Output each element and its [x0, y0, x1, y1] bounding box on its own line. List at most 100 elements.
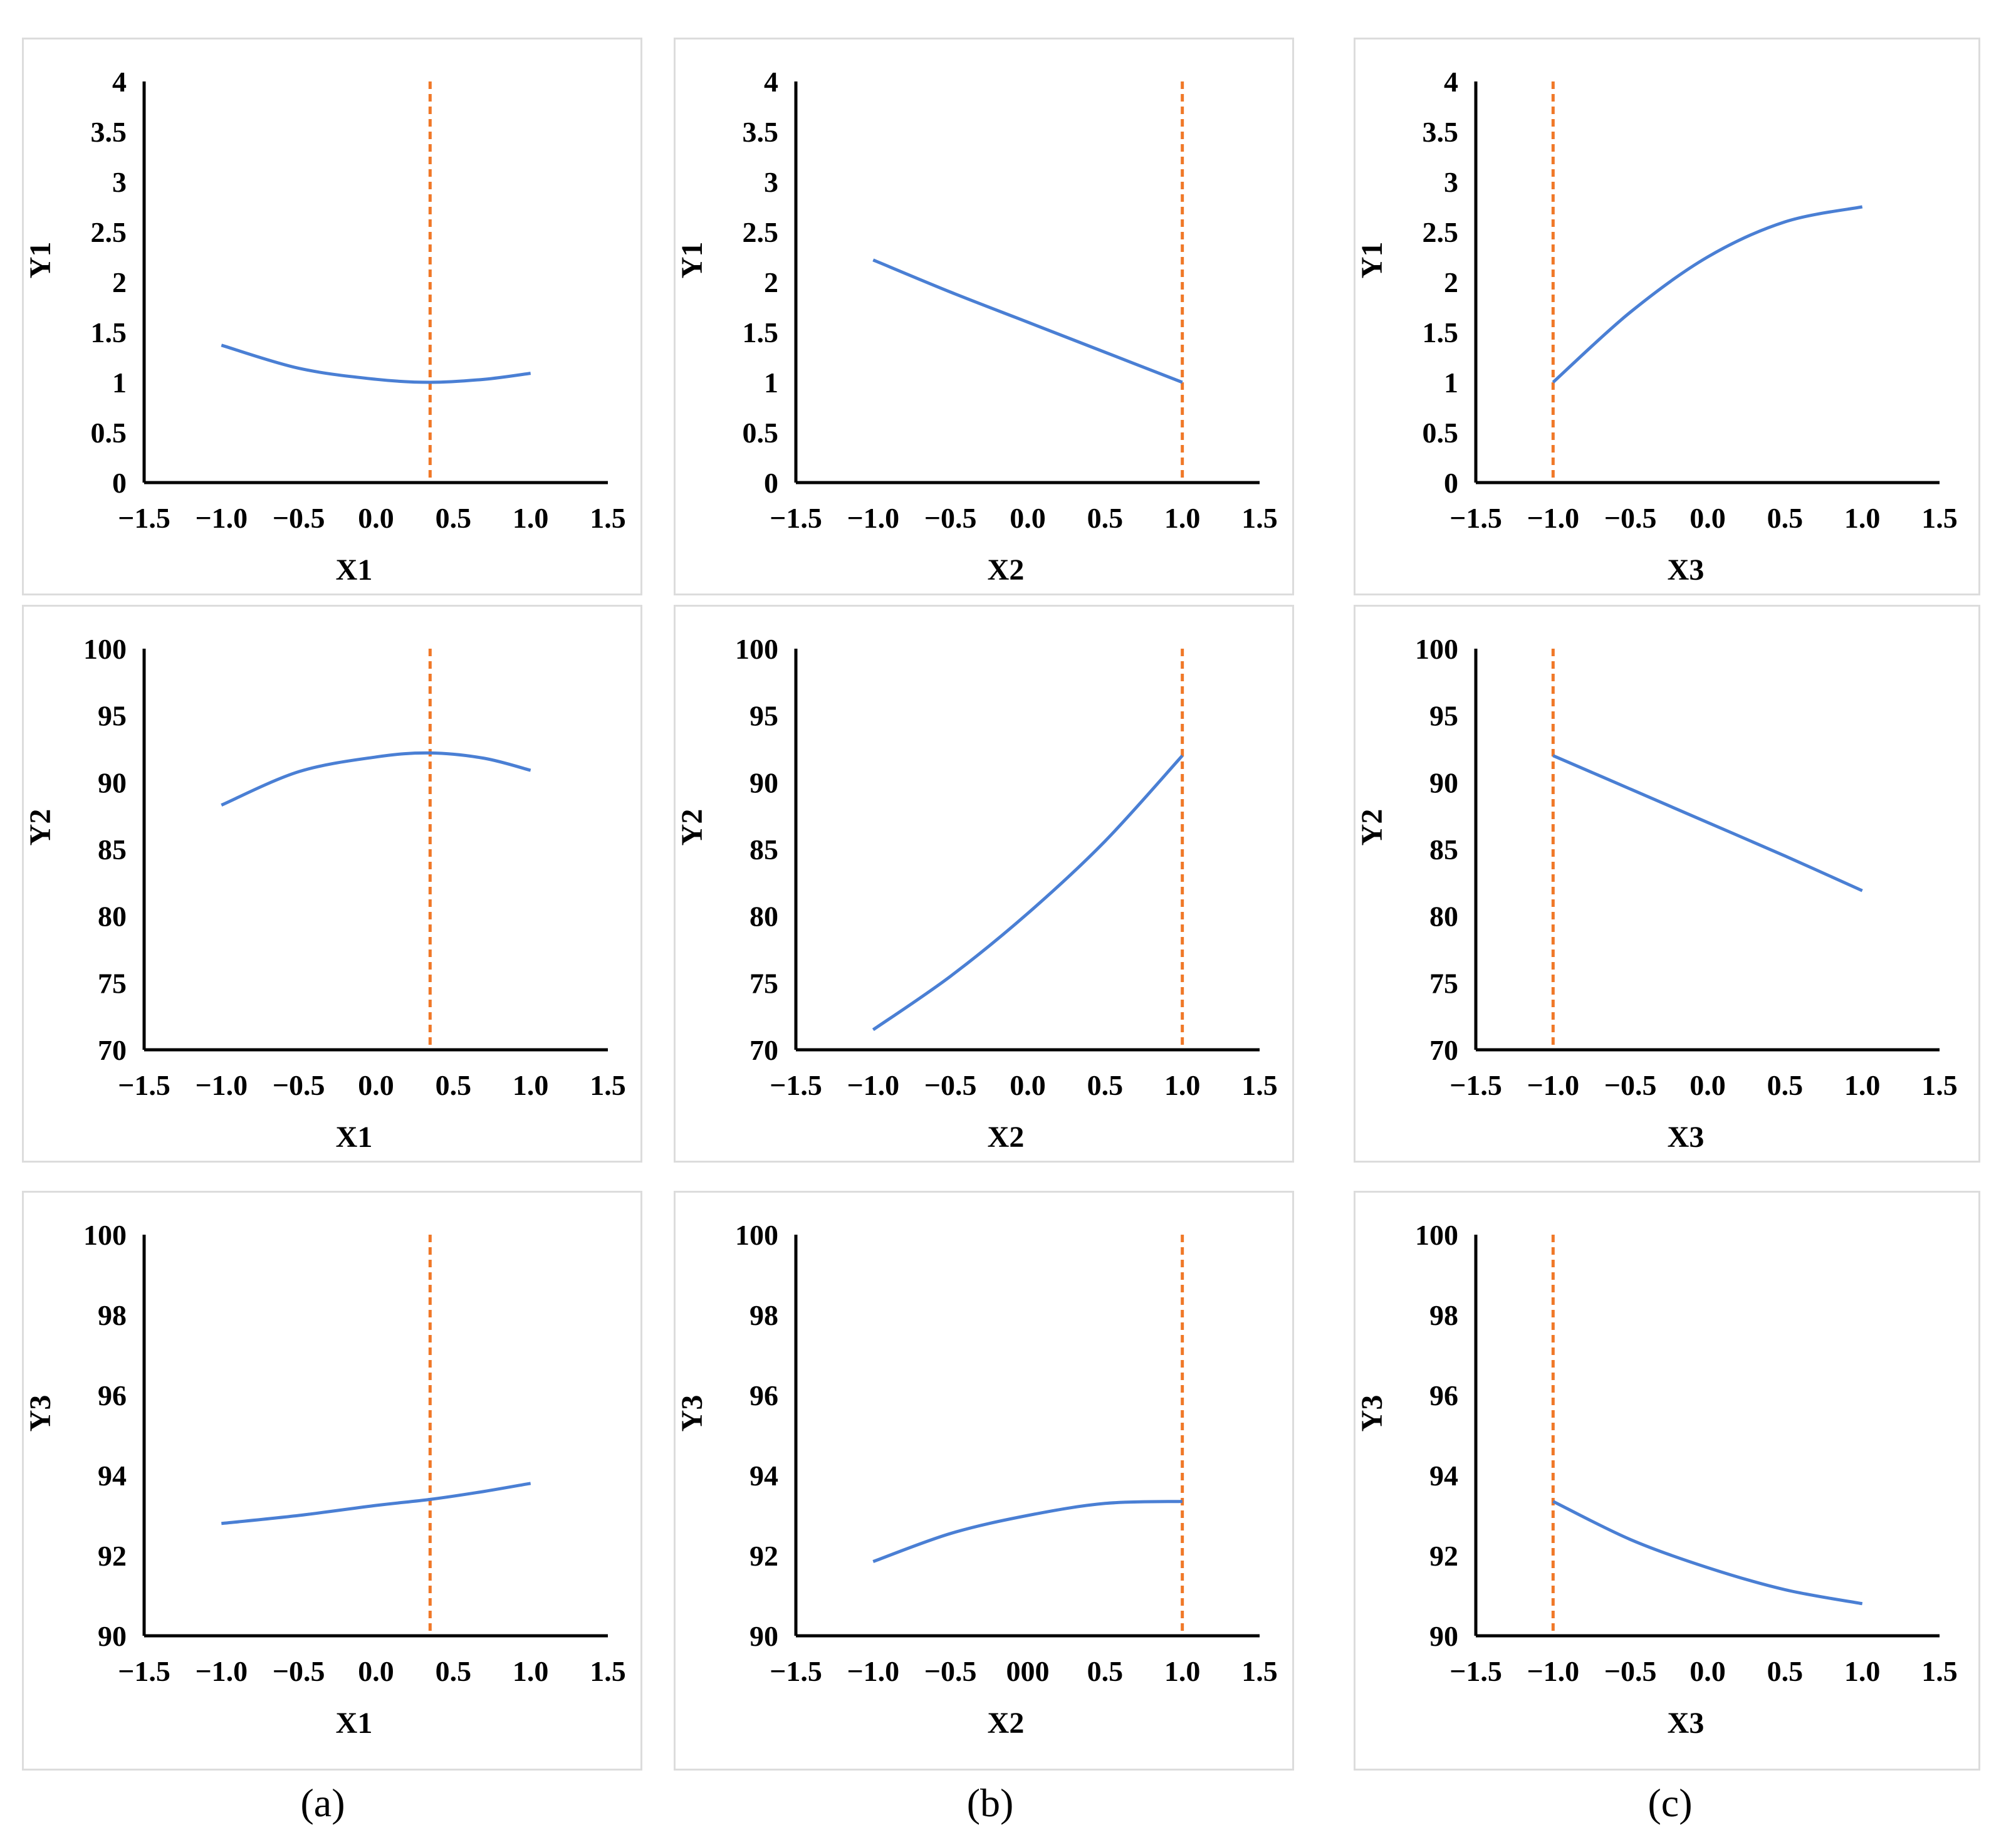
response-curve: [221, 1482, 531, 1525]
y-tick-label: 96: [749, 1379, 778, 1411]
y-tick-label: 3: [1444, 166, 1458, 198]
response-curve: [1552, 205, 1863, 384]
panel-frame-y1-x1: [22, 38, 642, 595]
x-tick-label: 0.0: [1690, 502, 1726, 534]
x-tick-label: 1.5: [1241, 502, 1278, 534]
y-tick-label: 1.5: [1423, 317, 1459, 348]
x-axis-label: X1: [336, 553, 373, 587]
y-tick-label: 2: [112, 266, 127, 298]
y-tick-label: 100: [735, 1219, 778, 1251]
x-tick-label: −1.5: [118, 1655, 170, 1687]
x-tick-label: −0.5: [924, 1655, 977, 1687]
x-tick-label: −1.0: [1527, 1069, 1579, 1101]
x-tick-label: −1.5: [1449, 502, 1502, 534]
x-tick-label: −1.5: [770, 1069, 822, 1101]
x-tick-label: −1.5: [118, 1069, 170, 1101]
y-tick-label: 2.5: [1423, 216, 1459, 248]
x-tick-label: −0.5: [1604, 1069, 1657, 1101]
x-tick-label: −0.5: [273, 1655, 325, 1687]
x-tick-label: 0.5: [1087, 502, 1124, 534]
x-tick-label: 0.5: [436, 1655, 472, 1687]
y-tick-label: 0: [1444, 467, 1458, 499]
x-tick-label: 1.0: [513, 1655, 549, 1687]
caption-c: (c): [1648, 1781, 1693, 1825]
y-tick-label: 90: [98, 767, 127, 798]
y-tick-label: 1: [1444, 367, 1458, 399]
y-tick-label: 85: [1429, 834, 1458, 866]
y-tick-label: 90: [749, 1620, 778, 1652]
panel-frame-y1-x2: [674, 38, 1294, 595]
y-axis-label: Y3: [25, 1395, 57, 1432]
y-tick-label: 1.5: [91, 317, 127, 348]
x-tick-label: 1.5: [590, 1069, 626, 1101]
x-axis-label: X2: [988, 1707, 1025, 1740]
x-tick-label: −1.0: [1527, 502, 1579, 534]
x-tick-label: −1.0: [195, 502, 248, 534]
y-tick-label: 0.5: [91, 417, 127, 449]
x-tick-label: −1.5: [770, 502, 822, 534]
x-tick-label: 1.5: [1921, 1655, 1958, 1687]
y-tick-label: 96: [98, 1379, 127, 1411]
y-tick-label: 90: [98, 1620, 127, 1652]
y-tick-label: 100: [83, 1219, 127, 1251]
y-tick-label: 98: [749, 1299, 778, 1331]
x-tick-label: 1.0: [1844, 1069, 1881, 1101]
x-tick-label: −0.5: [273, 502, 325, 534]
y-tick-label: 90: [1429, 1620, 1458, 1652]
x-tick-label: 0.0: [1690, 1069, 1726, 1101]
x-tick-label: 0.5: [1767, 502, 1804, 534]
y-tick-label: 4: [112, 66, 127, 98]
y-tick-label: 80: [98, 901, 127, 933]
y-axis-label: Y1: [677, 242, 709, 279]
caption-b: (b): [966, 1781, 1014, 1825]
x-tick-label: 1.5: [1241, 1069, 1278, 1101]
x-axis-label: X3: [1668, 1707, 1705, 1740]
response-curve: [872, 755, 1184, 1032]
x-axis-label: X2: [988, 1121, 1025, 1154]
y-axis-label: Y1: [25, 242, 57, 279]
x-tick-label: 0.5: [1767, 1655, 1804, 1687]
x-tick-label: 1.0: [1164, 502, 1201, 534]
x-tick-label: −1.5: [1449, 1655, 1502, 1687]
response-curve: [221, 343, 531, 384]
y-tick-label: 100: [1415, 633, 1458, 665]
y-tick-label: 90: [1429, 767, 1458, 798]
panel-frame-y2-x3: [1354, 605, 1980, 1163]
x-tick-label: −0.5: [924, 1069, 977, 1101]
y-axis-label: Y2: [677, 809, 709, 846]
x-tick-label: 1.5: [590, 1655, 626, 1687]
x-tick-label: 0.0: [358, 502, 394, 534]
x-tick-label: 0.0: [358, 1069, 394, 1101]
x-tick-label: −0.5: [273, 1069, 325, 1101]
y-tick-label: 0.5: [1423, 417, 1459, 449]
y-tick-label: 0: [764, 467, 778, 499]
x-tick-label: −1.0: [847, 502, 899, 534]
y-tick-label: 95: [749, 700, 778, 732]
y-tick-label: 98: [98, 1299, 127, 1331]
y-tick-label: 92: [98, 1540, 127, 1572]
y-tick-label: 70: [98, 1034, 127, 1066]
x-tick-label: 0.5: [1087, 1069, 1124, 1101]
panel-frame-y2-x2: [674, 605, 1294, 1163]
x-tick-label: −1.0: [1527, 1655, 1579, 1687]
y-tick-label: 100: [1415, 1219, 1458, 1251]
chart-y2-vs-x2: 70 75 80 85 90 95 100 −1.5 −1.0 −0.5 0.0 0.5 1.0 1.5 X…: [677, 633, 1278, 1154]
x-tick-label: 0.5: [1087, 1655, 1124, 1687]
chart-y2-vs-x1: 70 75 80 85 90 95 100 −1.5 −1.0 −0.5 0.0 0.5 1.0 1.5 X…: [25, 633, 626, 1154]
chart-y3-vs-x3: 90 92 94 96 98 100 −1.5 −1.0 −0.5 0.0 0.5 1.0 1.5 X3 Y…: [1357, 1219, 1958, 1740]
y-axis-label: Y2: [25, 809, 57, 846]
y-tick-label: 3.5: [743, 116, 779, 148]
y-tick-label: 2: [764, 266, 778, 298]
x-tick-label: 0.5: [436, 1069, 472, 1101]
y-tick-label: 80: [1429, 901, 1458, 933]
x-tick-label: 1.0: [1164, 1655, 1201, 1687]
panel-frame-y1-x3: [1354, 38, 1980, 595]
x-axis-label: X3: [1668, 553, 1705, 587]
y-tick-label: 3.5: [91, 116, 127, 148]
y-tick-label: 1.5: [743, 317, 779, 348]
y-tick-label: 75: [749, 967, 778, 999]
y-tick-label: 90: [749, 767, 778, 798]
y-tick-label: 2: [1444, 266, 1458, 298]
y-tick-label: 4: [764, 66, 778, 98]
y-tick-label: 94: [98, 1460, 127, 1492]
